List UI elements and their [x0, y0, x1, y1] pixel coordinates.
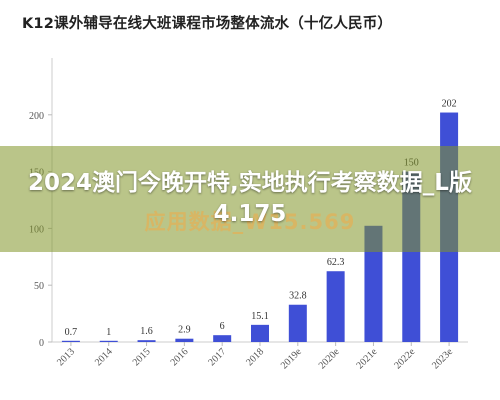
bar-group — [61, 112, 459, 342]
x-tick-label: 2015 — [131, 346, 153, 368]
bar — [213, 335, 232, 342]
x-tick-label: 2020e — [317, 346, 342, 371]
bar — [251, 324, 269, 342]
chart-title: K12课外辅导在线大班课程市场整体流水（十亿人民币） — [22, 16, 393, 32]
bar-value-label: 1 — [106, 327, 111, 338]
x-tick-label: 2021e — [355, 346, 380, 371]
x-tick-label: 2017 — [206, 346, 228, 368]
x-tick-label: 2013 — [55, 346, 77, 368]
x-tick-label: 2016 — [169, 346, 191, 368]
bar — [137, 340, 156, 342]
bar-value-label: 2.9 — [178, 325, 191, 336]
y-tick-label: 200 — [29, 111, 44, 122]
bar — [326, 271, 345, 342]
y-tick-label: 0 — [39, 338, 44, 349]
x-tick-label: 2023e — [430, 346, 455, 371]
bar — [61, 340, 80, 342]
bar — [99, 340, 118, 342]
x-tick-label: 2019e — [279, 346, 304, 371]
bar-value-label: 15.1 — [251, 311, 269, 322]
overlay-headline: 2024澳门今晚开特,实地执行考察数据_L版4.175 — [28, 170, 472, 227]
x-tick-label: 2022e — [392, 346, 417, 371]
bar-value-label: 6 — [220, 321, 225, 332]
bar — [175, 338, 194, 342]
overlay-banner — [0, 146, 500, 252]
overlay-faint-text: 应用数据_W15.569 — [144, 210, 356, 234]
bar-value-label: 202 — [442, 99, 457, 110]
x-tick-label: 2014 — [93, 346, 115, 368]
y-tick-label: 50 — [34, 281, 44, 292]
bar-value-label: 62.3 — [327, 257, 345, 268]
bar-value-label: 1.6 — [140, 326, 153, 337]
bar — [364, 225, 383, 342]
bar-value-label: 32.8 — [289, 291, 307, 302]
x-tick-group: 2013 2014 2015 2016 2017 2018 2019e 2020e 2021e 2… — [55, 342, 456, 371]
bar — [288, 304, 307, 342]
x-tick-label: 2018 — [244, 346, 266, 368]
bar-value-label: 0.7 — [65, 327, 78, 338]
